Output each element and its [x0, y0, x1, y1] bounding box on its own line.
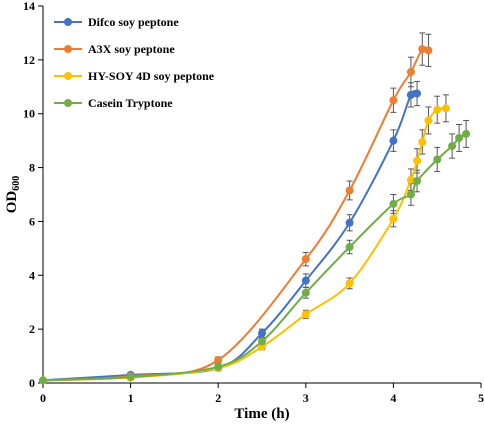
data-point-s2-4 [301, 310, 310, 319]
y-tick-label-5: 10 [23, 107, 35, 121]
x-axis-title: Time (h) [234, 406, 289, 422]
data-point-s1-6 [406, 67, 415, 76]
y-tick-label-2: 4 [29, 268, 35, 282]
data-point-s1-3 [301, 255, 310, 264]
axes [42, 6, 481, 384]
y-axis-title-subscript: 600 [11, 176, 22, 191]
data-point-s2-9 [418, 137, 427, 146]
legend-item-3: Casein Tryptone [54, 96, 173, 110]
data-point-s3-2 [214, 362, 223, 371]
y-axis-title-main: OD [4, 191, 20, 214]
x-tick-label-0: 0 [40, 391, 46, 405]
legend: Difco soy peptone A3X soy peptone HY-SOY 4… [54, 15, 215, 110]
data-point-s2-12 [441, 104, 450, 113]
data-point-s0-5 [345, 218, 354, 227]
legend-label-1: A3X soy peptone [88, 42, 175, 56]
x-tick-label-2: 2 [215, 391, 221, 405]
data-point-s3-6 [389, 199, 398, 208]
data-point-s1-4 [345, 186, 354, 195]
data-point-s1-5 [389, 96, 398, 105]
legend-swatch-marker-2 [64, 72, 72, 80]
y-tick-label-1: 2 [29, 322, 35, 336]
data-point-s2-6 [389, 214, 398, 223]
data-point-s2-8 [413, 156, 422, 165]
data-point-s0-8 [413, 89, 422, 98]
y-tick-label-3: 6 [29, 214, 35, 228]
x-tick-label-4: 4 [390, 391, 396, 405]
data-point-s2-11 [433, 105, 442, 114]
data-point-s3-10 [448, 142, 457, 151]
data-point-s2-10 [424, 116, 433, 125]
data-point-s3-3 [258, 337, 266, 346]
data-point-s1-7 [418, 45, 427, 54]
x-tick-label-5: 5 [478, 391, 484, 405]
legend-item-1: A3X soy peptone [54, 42, 175, 56]
error-bars [40, 32, 470, 383]
data-point-s3-4 [301, 288, 310, 297]
legend-swatch-marker-0 [64, 18, 72, 26]
legend-label-2: HY-SOY 4D soy peptone [88, 69, 215, 83]
data-point-s2-5 [345, 279, 354, 288]
legend-item-2: HY-SOY 4D soy peptone [54, 69, 215, 83]
x-tick-label-1: 1 [128, 391, 134, 405]
data-points [39, 45, 471, 385]
legend-item-0: Difco soy peptone [54, 15, 179, 29]
y-tick-label-0: 0 [29, 376, 35, 390]
data-point-s3-12 [462, 129, 471, 138]
y-tick-label-7: 14 [23, 0, 35, 13]
legend-swatch-marker-3 [64, 99, 72, 107]
data-point-s0-6 [389, 136, 398, 145]
data-point-s3-11 [455, 133, 464, 142]
data-point-s3-0 [39, 376, 47, 385]
data-point-s3-8 [413, 177, 422, 186]
data-point-s1-8 [424, 46, 433, 55]
series-line-3 [42, 133, 467, 382]
data-point-s3-1 [126, 373, 135, 382]
data-point-s0-4 [301, 276, 310, 285]
data-point-s3-7 [406, 190, 415, 199]
x-tick-label-3: 3 [303, 391, 309, 405]
data-point-s3-9 [433, 155, 442, 164]
data-point-s2-7 [406, 175, 415, 184]
data-point-s0-7 [406, 90, 415, 99]
y-tick-label-6: 12 [23, 53, 35, 67]
data-point-s0-3 [258, 329, 266, 338]
legend-swatch-marker-1 [64, 45, 72, 53]
data-point-s3-5 [345, 243, 354, 252]
y-tick-label-4: 8 [29, 161, 35, 175]
data-point-s1-2 [214, 356, 223, 365]
series-line-2 [42, 107, 447, 382]
legend-label-0: Difco soy peptone [88, 15, 179, 29]
legend-label-3: Casein Tryptone [88, 96, 173, 110]
y-axis-title: OD600 [4, 176, 22, 214]
